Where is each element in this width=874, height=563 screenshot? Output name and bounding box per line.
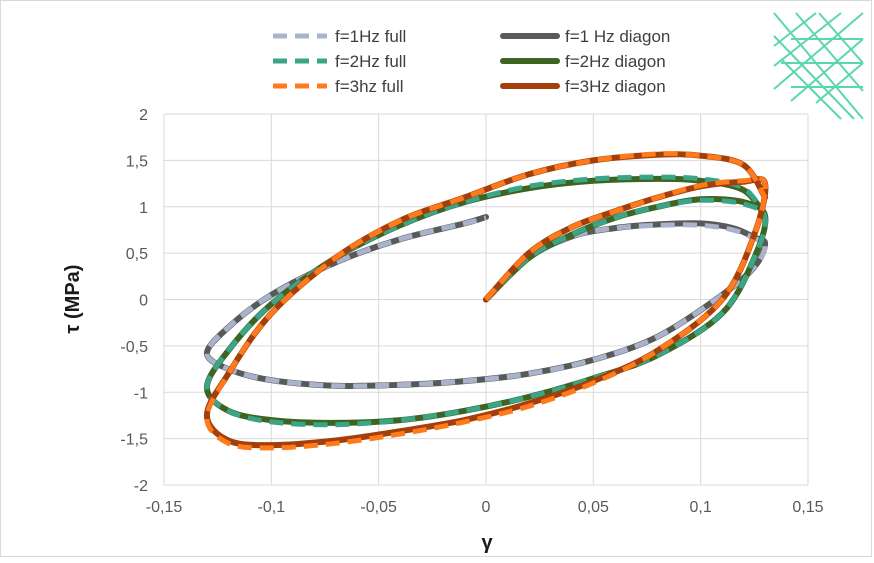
- x-tick-label: -0,1: [258, 499, 286, 516]
- series-line-1: [204, 174, 768, 428]
- series-line-2: [204, 151, 768, 451]
- x-tick-label: 0,1: [690, 499, 712, 516]
- legend: f=1Hz full f=2Hz full f=3hz full f=1 Hz dia…: [273, 27, 670, 96]
- y-axis-title: τ (MPa): [62, 265, 84, 334]
- y-tick-label: 1,5: [126, 153, 148, 170]
- y-tick-label: 1: [139, 200, 148, 217]
- x-axis-title: γ: [481, 532, 493, 554]
- legend-label: f=1Hz full: [335, 27, 406, 46]
- series-line-0: [204, 215, 768, 389]
- legend-label: f=2Hz diagon: [565, 52, 666, 71]
- tick-labels: -0,15 -0,1 -0,05 0 0,05 0,1 0,15 2 1,5 1 0,5 0 -0,5 -…: [120, 107, 823, 516]
- y-tick-label: -1,5: [120, 432, 148, 449]
- y-tick-label: -0,5: [120, 339, 148, 356]
- y-tick-label: -2: [134, 478, 148, 495]
- y-tick-label: -1: [134, 385, 148, 402]
- plot-series: [203, 151, 769, 451]
- x-tick-label: 0,05: [578, 499, 609, 516]
- lattice-grid-icon: [773, 12, 864, 120]
- x-tick-label: -0,15: [146, 499, 183, 516]
- y-tick-label: 0: [139, 293, 148, 310]
- legend-label: f=2Hz full: [335, 52, 406, 71]
- x-tick-label: -0,05: [360, 499, 397, 516]
- x-tick-label: 0: [482, 499, 491, 516]
- gridlines: [163, 113, 809, 486]
- y-tick-label: 2: [139, 107, 148, 124]
- x-tick-label: 0,15: [792, 499, 823, 516]
- legend-label: f=3Hz diagon: [565, 77, 666, 96]
- y-tick-label: 0,5: [126, 246, 148, 263]
- legend-label: f=1 Hz diagon: [565, 27, 670, 46]
- legend-label: f=3hz full: [335, 77, 404, 96]
